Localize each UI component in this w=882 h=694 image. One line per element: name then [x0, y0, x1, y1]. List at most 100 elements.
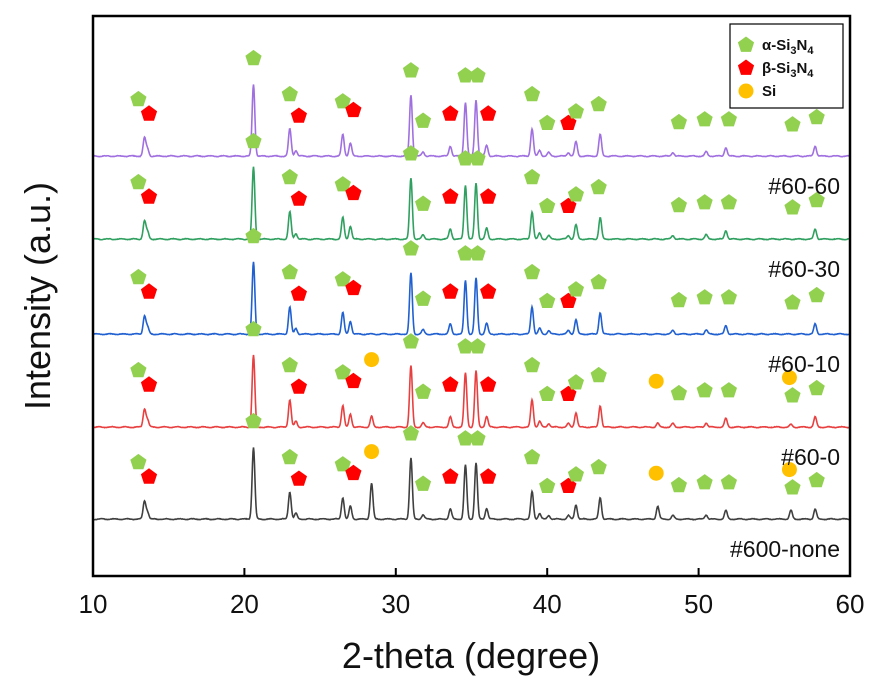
marker-beta: [442, 376, 459, 392]
marker-alpha: [457, 67, 474, 83]
marker-alpha: [130, 453, 147, 470]
x-axis-ticks: 10 20 30 40 50 60: [79, 568, 865, 619]
legend-label-beta: β-Si3N4: [762, 60, 814, 80]
marker-alpha: [784, 116, 801, 132]
marker-alpha: [334, 456, 351, 472]
marker-beta: [140, 376, 158, 392]
marker-alpha: [469, 150, 486, 166]
marker-alpha: [402, 145, 419, 161]
marker-beta: [345, 279, 362, 296]
marker-alpha: [808, 286, 825, 303]
phase-markers: [130, 49, 825, 495]
marker-si: [648, 373, 664, 389]
trace-60-10: [92, 261, 851, 336]
marker-alpha: [567, 103, 584, 119]
marker-beta: [290, 285, 307, 301]
marker-beta: [140, 468, 158, 484]
marker-alpha: [670, 476, 687, 493]
marker-alpha: [720, 474, 737, 490]
marker-alpha: [567, 186, 584, 202]
marker-si: [781, 370, 797, 386]
marker-alpha: [245, 132, 262, 149]
marker-beta: [480, 468, 497, 484]
marker-alpha: [539, 197, 556, 213]
marker-alpha: [567, 466, 584, 482]
marker-alpha: [334, 364, 351, 380]
marker-alpha: [590, 95, 607, 112]
x-tick-label: 10: [79, 589, 108, 619]
marker-alpha: [696, 289, 713, 305]
marker-alpha: [281, 356, 298, 373]
series-labels: #600-none #60-0 #60-10 #60-30 #60-60: [730, 173, 840, 562]
marker-alpha: [670, 291, 687, 308]
marker-alpha: [281, 448, 298, 465]
marker-beta: [480, 283, 497, 299]
marker-alpha: [720, 194, 737, 210]
marker-alpha: [524, 85, 541, 102]
marker-alpha: [784, 199, 801, 215]
marker-alpha: [415, 195, 432, 211]
legend: α-Si3N4 β-Si3N4 Si: [729, 23, 844, 109]
marker-beta: [442, 468, 459, 484]
marker-alpha: [457, 150, 474, 166]
x-tick-label: 50: [684, 589, 713, 619]
marker-beta: [290, 470, 307, 486]
series-label: #60-0: [781, 444, 840, 470]
marker-alpha: [415, 112, 432, 128]
legend-marker-si: [738, 83, 754, 99]
marker-alpha: [457, 430, 474, 446]
marker-si: [364, 352, 380, 368]
series-label: #60-60: [768, 173, 840, 199]
legend-marker-alpha: [737, 36, 755, 52]
x-axis-title: 2-theta (degree): [342, 635, 600, 676]
x-tick-label: 60: [836, 589, 865, 619]
plot-frame: [91, 14, 852, 578]
marker-alpha: [415, 383, 432, 399]
marker-si: [648, 465, 664, 481]
marker-alpha: [469, 430, 486, 446]
markers-60-10: [130, 227, 825, 310]
marker-alpha: [524, 448, 541, 465]
marker-alpha: [245, 320, 262, 337]
series-label: #60-10: [768, 351, 840, 377]
marker-alpha: [696, 474, 713, 490]
marker-alpha: [402, 240, 419, 256]
marker-alpha: [457, 245, 474, 261]
marker-alpha: [402, 425, 419, 441]
marker-alpha: [281, 85, 298, 102]
marker-alpha: [415, 475, 432, 491]
marker-alpha: [281, 168, 298, 185]
marker-beta: [480, 376, 497, 392]
marker-alpha: [720, 289, 737, 305]
marker-alpha: [784, 479, 801, 495]
marker-alpha: [334, 271, 351, 287]
marker-alpha: [808, 108, 825, 125]
marker-beta: [480, 188, 497, 204]
marker-beta: [290, 107, 307, 123]
marker-alpha: [245, 227, 262, 244]
marker-alpha: [130, 173, 147, 190]
series-label: #600-none: [730, 536, 840, 562]
legend-label-si: Si: [762, 83, 776, 100]
series-label: #60-30: [768, 256, 840, 282]
marker-alpha: [281, 263, 298, 280]
marker-beta: [140, 188, 158, 204]
series-traces: [92, 84, 851, 521]
marker-alpha: [245, 412, 262, 429]
marker-alpha: [539, 114, 556, 130]
legend-label-alpha: α-Si3N4: [762, 37, 814, 57]
marker-alpha: [808, 191, 825, 208]
marker-alpha: [524, 263, 541, 280]
marker-alpha: [720, 382, 737, 398]
marker-beta: [140, 283, 158, 299]
trace-60-30: [92, 166, 851, 241]
marker-beta: [560, 385, 577, 401]
x-tick-label: 40: [533, 589, 562, 619]
marker-beta: [442, 283, 459, 299]
marker-beta: [140, 105, 158, 121]
marker-alpha: [670, 113, 687, 130]
marker-alpha: [590, 458, 607, 475]
marker-alpha: [696, 111, 713, 127]
x-tick-label: 20: [230, 589, 259, 619]
marker-beta: [345, 184, 362, 201]
